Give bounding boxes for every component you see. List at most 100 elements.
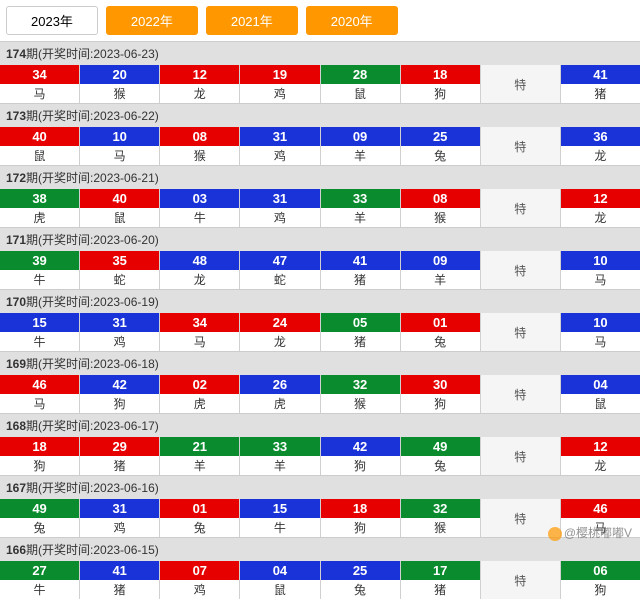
number: 10 bbox=[561, 251, 640, 270]
row-header: 169期(开奖时间:2023-06-18) bbox=[0, 351, 640, 375]
number: 29 bbox=[80, 437, 159, 456]
year-tab-1[interactable]: 2022年 bbox=[106, 6, 198, 35]
number: 41 bbox=[561, 65, 640, 84]
year-tabs: 2023年 2022年 2021年 2020年 bbox=[0, 0, 640, 41]
number: 41 bbox=[321, 251, 400, 270]
number: 25 bbox=[401, 127, 480, 146]
number: 27 bbox=[0, 561, 79, 580]
number: 04 bbox=[561, 375, 640, 394]
number: 20 bbox=[80, 65, 159, 84]
number: 48 bbox=[160, 251, 239, 270]
zodiac: 羊 bbox=[401, 270, 480, 289]
number-cell: 34马 bbox=[0, 65, 80, 103]
zodiac: 牛 bbox=[0, 580, 79, 599]
number: 12 bbox=[561, 437, 640, 456]
number: 31 bbox=[240, 127, 319, 146]
zodiac: 牛 bbox=[0, 332, 79, 351]
number: 01 bbox=[401, 313, 480, 332]
number-cell: 41猪 bbox=[80, 561, 160, 599]
zodiac: 兔 bbox=[321, 580, 400, 599]
number-cell: 24龙 bbox=[240, 313, 320, 351]
number: 10 bbox=[80, 127, 159, 146]
year-tab-3[interactable]: 2020年 bbox=[306, 6, 398, 35]
zodiac: 鸡 bbox=[240, 146, 319, 165]
zodiac: 猪 bbox=[321, 270, 400, 289]
zodiac: 鼠 bbox=[561, 394, 640, 413]
row-header: 171期(开奖时间:2023-06-20) bbox=[0, 227, 640, 251]
watermark: @樱桃嘟嘟V bbox=[548, 524, 632, 541]
number: 03 bbox=[160, 189, 239, 208]
special-label: 特 bbox=[481, 313, 561, 351]
zodiac: 羊 bbox=[160, 456, 239, 475]
number: 32 bbox=[401, 499, 480, 518]
number-cell: 21羊 bbox=[160, 437, 240, 475]
special-label: 特 bbox=[481, 437, 561, 475]
number-cell: 31鸡 bbox=[240, 189, 320, 227]
row-cells: 38虎40鼠03牛31鸡33羊08猴特12龙 bbox=[0, 189, 640, 227]
row-cells: 49兔31鸡01兔15牛18狗32猴特46马 bbox=[0, 499, 640, 537]
special-label: 特 bbox=[481, 189, 561, 227]
number: 38 bbox=[0, 189, 79, 208]
number-cell: 38虎 bbox=[0, 189, 80, 227]
zodiac: 兔 bbox=[401, 456, 480, 475]
zodiac: 蛇 bbox=[80, 270, 159, 289]
number: 25 bbox=[321, 561, 400, 580]
number: 09 bbox=[401, 251, 480, 270]
zodiac: 龙 bbox=[160, 270, 239, 289]
zodiac: 狗 bbox=[561, 580, 640, 599]
number-cell: 34马 bbox=[160, 313, 240, 351]
number-cell: 12龙 bbox=[160, 65, 240, 103]
zodiac: 狗 bbox=[401, 84, 480, 103]
number-cell: 49兔 bbox=[0, 499, 80, 537]
number: 47 bbox=[240, 251, 319, 270]
number: 08 bbox=[160, 127, 239, 146]
number: 49 bbox=[0, 499, 79, 518]
row-cells: 27牛41猪07鸡04鼠25兔17猪特06狗 bbox=[0, 561, 640, 599]
special-cell: 41猪 bbox=[561, 65, 640, 103]
year-tab-2[interactable]: 2021年 bbox=[206, 6, 298, 35]
row-cells: 15牛31鸡34马24龙05猪01兔特10马 bbox=[0, 313, 640, 351]
number: 31 bbox=[80, 313, 159, 332]
number: 18 bbox=[0, 437, 79, 456]
results-table: 174期(开奖时间:2023-06-23)34马20猴12龙19鸡28鼠18狗特… bbox=[0, 41, 640, 599]
zodiac: 羊 bbox=[240, 456, 319, 475]
number: 05 bbox=[321, 313, 400, 332]
number-cell: 39牛 bbox=[0, 251, 80, 289]
zodiac: 狗 bbox=[321, 518, 400, 537]
number: 34 bbox=[0, 65, 79, 84]
zodiac: 龙 bbox=[561, 146, 640, 165]
zodiac: 鼠 bbox=[0, 146, 79, 165]
zodiac: 兔 bbox=[401, 332, 480, 351]
number-cell: 47蛇 bbox=[240, 251, 320, 289]
zodiac: 鼠 bbox=[240, 580, 319, 599]
zodiac: 猪 bbox=[401, 580, 480, 599]
number: 06 bbox=[561, 561, 640, 580]
zodiac: 猪 bbox=[561, 84, 640, 103]
number-cell: 31鸡 bbox=[240, 127, 320, 165]
zodiac: 猴 bbox=[321, 394, 400, 413]
number: 31 bbox=[80, 499, 159, 518]
number: 02 bbox=[160, 375, 239, 394]
number-cell: 09羊 bbox=[321, 127, 401, 165]
zodiac: 牛 bbox=[0, 270, 79, 289]
number-cell: 10马 bbox=[80, 127, 160, 165]
number-cell: 40鼠 bbox=[0, 127, 80, 165]
zodiac: 鸡 bbox=[240, 84, 319, 103]
number: 46 bbox=[561, 499, 640, 518]
row-header: 173期(开奖时间:2023-06-22) bbox=[0, 103, 640, 127]
number-cell: 42狗 bbox=[321, 437, 401, 475]
number-cell: 18狗 bbox=[321, 499, 401, 537]
number-cell: 33羊 bbox=[321, 189, 401, 227]
year-tab-0[interactable]: 2023年 bbox=[6, 6, 98, 35]
number: 04 bbox=[240, 561, 319, 580]
number: 40 bbox=[0, 127, 79, 146]
number-cell: 30狗 bbox=[401, 375, 481, 413]
special-label: 特 bbox=[481, 65, 561, 103]
zodiac: 猴 bbox=[160, 146, 239, 165]
zodiac: 猴 bbox=[401, 208, 480, 227]
number-cell: 40鼠 bbox=[80, 189, 160, 227]
zodiac: 鼠 bbox=[321, 84, 400, 103]
number: 21 bbox=[160, 437, 239, 456]
zodiac: 龙 bbox=[561, 456, 640, 475]
number: 18 bbox=[401, 65, 480, 84]
